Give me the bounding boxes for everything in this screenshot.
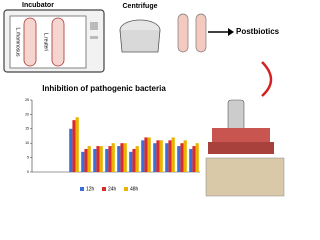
strain-label: L.rhamnosus bbox=[15, 28, 21, 57]
bar bbox=[99, 146, 103, 172]
bar bbox=[168, 140, 172, 172]
y-tick-label: 15 bbox=[25, 127, 29, 131]
bar bbox=[75, 117, 79, 172]
meat-stack bbox=[212, 128, 270, 142]
bar bbox=[105, 148, 109, 172]
bar bbox=[180, 143, 184, 172]
bar bbox=[108, 146, 112, 172]
bar bbox=[159, 140, 163, 172]
bar bbox=[156, 140, 160, 172]
y-tick-label: 0 bbox=[27, 170, 29, 174]
bar bbox=[120, 143, 124, 172]
chart-title: Inhibition of pathogenic bacteria bbox=[42, 84, 166, 93]
tube bbox=[177, 13, 189, 53]
meat-samples bbox=[205, 157, 285, 197]
tube bbox=[51, 17, 65, 67]
bar bbox=[81, 151, 85, 172]
centrifuge-label: Centrifuge bbox=[123, 3, 158, 10]
postbiotics-label: Postbiotics bbox=[236, 27, 280, 36]
meat-stack bbox=[208, 142, 274, 154]
bar bbox=[96, 146, 100, 172]
bar bbox=[69, 128, 73, 172]
bar bbox=[165, 143, 169, 172]
bar bbox=[84, 148, 88, 172]
bar bbox=[147, 137, 151, 172]
bar bbox=[177, 146, 181, 172]
legend-label: 48h bbox=[130, 186, 139, 192]
incubator-label: Incubator bbox=[22, 2, 54, 9]
incubator-knob bbox=[90, 22, 98, 30]
tube bbox=[195, 13, 207, 53]
tube bbox=[23, 17, 37, 67]
y-tick-label: 5 bbox=[27, 156, 29, 160]
arrow-head bbox=[228, 28, 234, 36]
centrifuge-body bbox=[119, 29, 161, 53]
bar bbox=[144, 137, 148, 172]
strain-label: L.reuteri bbox=[43, 33, 49, 51]
legend-swatch bbox=[124, 187, 128, 191]
bar bbox=[117, 146, 121, 172]
y-tick-label: 10 bbox=[25, 141, 29, 145]
bar bbox=[189, 148, 193, 172]
bar bbox=[72, 120, 76, 172]
bar bbox=[195, 143, 199, 172]
graphical-abstract: Incubator L.rhamnosus L.reuteri Centrifu… bbox=[3, 2, 285, 197]
legend-swatch bbox=[102, 187, 106, 191]
legend-label: 24h bbox=[108, 186, 117, 192]
bar-chart: 0 5 10 15 20 25 12h 24h 48h bbox=[25, 98, 200, 192]
bar bbox=[171, 137, 175, 172]
legend-label: 12h bbox=[86, 186, 95, 192]
curved-arrow bbox=[261, 61, 273, 97]
bar bbox=[153, 143, 157, 172]
bar bbox=[141, 140, 145, 172]
incubator-knob bbox=[90, 36, 98, 39]
y-tick-label: 25 bbox=[25, 98, 29, 102]
bar bbox=[129, 151, 133, 172]
bar bbox=[183, 140, 187, 172]
spray-bottle bbox=[227, 99, 245, 131]
bar bbox=[135, 146, 139, 172]
bar bbox=[87, 146, 91, 172]
y-tick-label: 20 bbox=[25, 112, 29, 116]
bar bbox=[123, 143, 127, 172]
legend-swatch bbox=[80, 187, 84, 191]
bar bbox=[132, 148, 136, 172]
bar bbox=[93, 148, 97, 172]
incubator-window bbox=[9, 15, 87, 69]
bar bbox=[192, 146, 196, 172]
bar bbox=[111, 143, 115, 172]
